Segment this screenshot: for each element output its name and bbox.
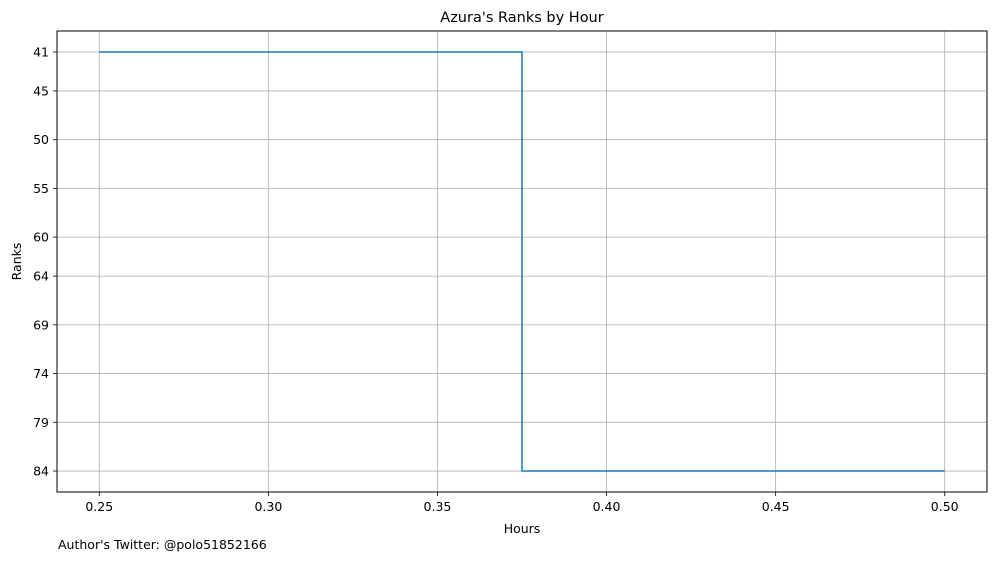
x-axis-label: Hours xyxy=(504,521,541,536)
rank-step-line xyxy=(99,51,945,472)
y-tick-label: 50 xyxy=(33,132,49,147)
x-tick-label: 0.45 xyxy=(762,499,790,514)
author-credit: Author's Twitter: @polo51852166 xyxy=(58,537,267,552)
x-tick-label: 0.25 xyxy=(85,499,113,514)
y-tick-label: 79 xyxy=(33,415,49,430)
chart-title: Azura's Ranks by Hour xyxy=(440,10,603,26)
y-tick-label: 84 xyxy=(33,464,49,479)
x-axis: 0.25 0.30 0.35 0.40 0.45 0.50 xyxy=(85,492,959,514)
x-tick-label: 0.35 xyxy=(424,499,452,514)
x-tick-label: 0.40 xyxy=(593,499,621,514)
x-tick-label: 0.50 xyxy=(931,499,959,514)
y-tick-label: 55 xyxy=(33,181,49,196)
y-tick-label: 41 xyxy=(33,44,49,59)
y-tick-label: 74 xyxy=(33,366,49,381)
x-tick-label: 0.30 xyxy=(254,499,282,514)
y-tick-label: 69 xyxy=(33,317,49,332)
series-layer xyxy=(99,51,945,472)
plot-frame xyxy=(56,30,988,493)
y-axis-label: Ranks xyxy=(9,243,24,281)
y-tick-label: 60 xyxy=(33,230,49,245)
y-tick-label: 64 xyxy=(33,269,49,284)
y-axis: 41 45 50 55 60 64 69 74 79 84 xyxy=(33,44,57,479)
y-tick-label: 45 xyxy=(33,83,49,98)
